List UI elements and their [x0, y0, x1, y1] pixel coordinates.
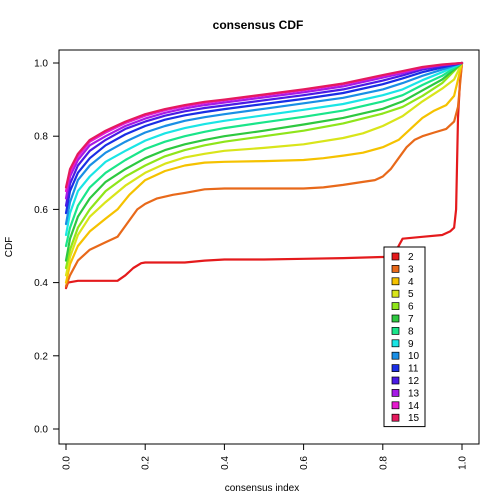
- legend-swatch-6: [391, 302, 400, 310]
- x-tick-label: 0.2: [141, 456, 152, 470]
- legend-swatch-10: [391, 351, 400, 360]
- series-line-4: [64, 61, 464, 284]
- legend-label-10: 10: [408, 351, 420, 362]
- legend-swatch-12: [391, 376, 400, 385]
- legend-box: [383, 246, 426, 428]
- series-line-12: [64, 61, 464, 207]
- legend-swatch-13: [391, 389, 400, 397]
- series-line-7: [64, 61, 464, 262]
- y-tick-label: 0.4: [34, 278, 48, 289]
- legend-swatch-2: [391, 252, 400, 261]
- legend-label-13: 13: [408, 388, 420, 399]
- x-tick-label: 0.6: [299, 456, 310, 470]
- series-line-10: [64, 61, 464, 226]
- legend-swatch-3: [391, 265, 400, 273]
- legend-label-5: 5: [408, 289, 414, 300]
- legend-label-7: 7: [408, 314, 414, 325]
- x-tick-label: 1.0: [458, 456, 469, 470]
- legend-swatch-14: [391, 401, 400, 410]
- series-line-11: [64, 61, 464, 215]
- series-line-2: [64, 61, 464, 290]
- legend-label-11: 11: [408, 364, 419, 375]
- x-tick-label: 0.8: [378, 456, 389, 470]
- y-tick-label: 0.2: [34, 351, 48, 362]
- axes-layer: 0.0 0.0 0.2 0.2 0.4 0.4 0.6 0.6 0.8 0.8 1.0 1.0: [34, 59, 468, 470]
- y-tick-label: 0.8: [34, 132, 48, 143]
- legend-label-9: 9: [408, 339, 414, 350]
- legend-label-8: 8: [408, 326, 414, 337]
- y-axis-label: CDF: [4, 237, 15, 258]
- legend-label-3: 3: [408, 264, 414, 275]
- legend-swatch-8: [391, 327, 400, 335]
- chart-title: consensus CDF: [213, 18, 304, 32]
- legend-label-12: 12: [408, 376, 420, 387]
- y-tick-label: 0.0: [34, 425, 48, 436]
- legend-label-6: 6: [408, 302, 414, 313]
- series-line-5: [64, 61, 464, 277]
- legend-swatch-9: [391, 339, 400, 348]
- y-tick-label: 1.0: [34, 59, 48, 70]
- legend-label-4: 4: [408, 277, 414, 288]
- x-tick-label: 0.4: [220, 456, 231, 470]
- legend-label-15: 15: [408, 413, 420, 424]
- x-axis-label: consensus index: [225, 483, 300, 494]
- series-line-13: [64, 61, 464, 200]
- legend-swatch-7: [391, 314, 400, 323]
- y-tick-label: 0.6: [34, 205, 48, 216]
- series-line-15: [64, 61, 464, 189]
- x-tick-label: 0.0: [62, 456, 73, 470]
- legend-swatch-5: [391, 289, 400, 298]
- legend-swatch-11: [391, 364, 400, 372]
- legend-swatch-4: [391, 277, 400, 286]
- series-line-3: [64, 61, 464, 288]
- series-line-9: [64, 61, 464, 237]
- legend-label-2: 2: [408, 252, 414, 263]
- series-line-6: [64, 61, 464, 270]
- series-layer: [64, 61, 464, 290]
- series-line-8: [64, 61, 464, 248]
- legend-swatch-15: [391, 413, 400, 422]
- legend-label-14: 14: [408, 401, 420, 412]
